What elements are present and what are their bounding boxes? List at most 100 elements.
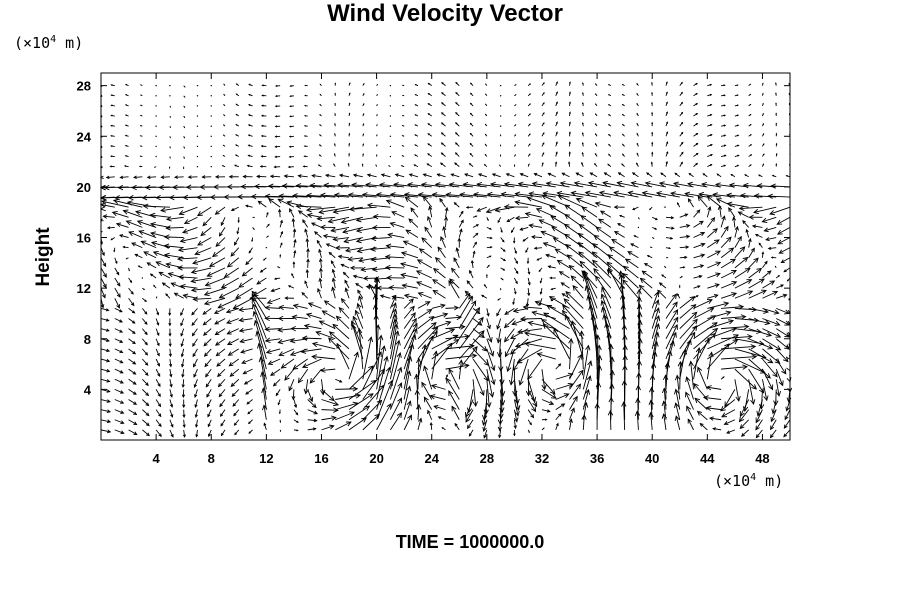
wind-vector [320, 379, 326, 396]
wind-vector [778, 247, 791, 254]
wind-vector [264, 326, 281, 332]
wind-vector [155, 115, 157, 117]
wind-vector [721, 409, 736, 418]
wind-vector [541, 369, 547, 391]
wind-vector [651, 91, 653, 96]
wind-vector [239, 338, 253, 344]
wind-vector [254, 183, 281, 190]
wind-vector [426, 163, 432, 168]
wind-vector [362, 351, 382, 390]
wind-vector [222, 124, 226, 127]
wind-vector [541, 418, 548, 421]
wind-vector [583, 275, 598, 319]
wind-vector [101, 199, 129, 208]
wind-vector [707, 113, 713, 117]
wind-vector [472, 358, 489, 382]
wind-vector [100, 307, 110, 312]
wind-vector [207, 409, 212, 418]
x-tick-label: 44 [700, 451, 715, 466]
wind-vector [514, 134, 517, 137]
wind-vector [496, 338, 503, 358]
wind-vector [278, 208, 282, 218]
wind-vector [313, 231, 322, 238]
wind-vector [539, 277, 543, 284]
wind-vector [696, 410, 708, 421]
wind-vector [316, 215, 336, 222]
wind-vector [376, 402, 392, 431]
wind-vector [155, 135, 157, 137]
wind-vector [592, 259, 612, 279]
wind-vector [658, 181, 680, 188]
wind-vector [707, 294, 719, 299]
wind-vector [514, 84, 517, 87]
wind-vector [748, 289, 767, 299]
wind-vector [514, 200, 543, 208]
wind-vector [780, 257, 791, 263]
wind-vector [693, 102, 699, 107]
wind-vector [390, 412, 403, 431]
y-tick-label: 24 [77, 129, 92, 144]
wind-vector [241, 358, 253, 364]
wind-vector [142, 297, 147, 303]
wind-vector [541, 378, 556, 395]
wind-vector [180, 308, 185, 317]
wind-vector [413, 164, 419, 168]
wind-vector [469, 142, 474, 147]
wind-vector [288, 155, 294, 158]
wind-vector [365, 284, 377, 289]
wind-vector [776, 284, 784, 289]
wind-vector [124, 144, 129, 147]
wind-vector [555, 91, 558, 96]
wind-vector [114, 378, 124, 384]
wind-vector [431, 342, 453, 370]
wind-vector [155, 105, 157, 107]
wind-vector [651, 237, 655, 239]
wind-vector [110, 104, 115, 107]
wind-vector [568, 131, 571, 137]
wind-vector [266, 223, 270, 228]
wind-vector [362, 82, 365, 86]
wind-vector [216, 358, 226, 367]
wind-vector [293, 399, 298, 409]
wind-vector [730, 173, 736, 178]
wind-vector [318, 320, 336, 330]
wind-vector [200, 227, 212, 237]
wind-vector [665, 111, 668, 117]
wind-vector [142, 358, 149, 366]
wind-vector [693, 285, 701, 289]
wind-vector [748, 134, 752, 137]
wind-vector [422, 195, 433, 208]
wind-vector [292, 261, 296, 268]
wind-vector [293, 409, 299, 416]
wind-vector [340, 263, 350, 269]
wind-vector [179, 237, 198, 244]
wind-vector [142, 409, 150, 417]
wind-vector [119, 175, 129, 179]
wind-vector [761, 251, 765, 258]
wind-vector [541, 82, 545, 86]
wind-vector [486, 246, 493, 249]
wind-vector [458, 219, 464, 228]
wind-vector [181, 389, 186, 399]
wind-vector [128, 308, 136, 314]
wind-vector [417, 330, 438, 360]
wind-vector [277, 315, 294, 322]
wind-vector [267, 183, 294, 189]
wind-vector [348, 82, 351, 86]
wind-vector [500, 277, 504, 281]
wind-vector [641, 190, 667, 198]
wind-vector [318, 248, 322, 258]
wind-vector [279, 219, 283, 228]
wind-vector [564, 314, 584, 350]
wind-vector [599, 210, 612, 218]
wind-vector [496, 318, 502, 330]
wind-vector [100, 328, 110, 332]
wind-vector [325, 243, 336, 249]
wind-vector [721, 134, 727, 137]
wind-vector [734, 124, 740, 127]
wind-vector [131, 242, 143, 249]
wind-vector [693, 132, 699, 137]
wind-vector [217, 297, 239, 309]
wind-vector [262, 257, 267, 261]
